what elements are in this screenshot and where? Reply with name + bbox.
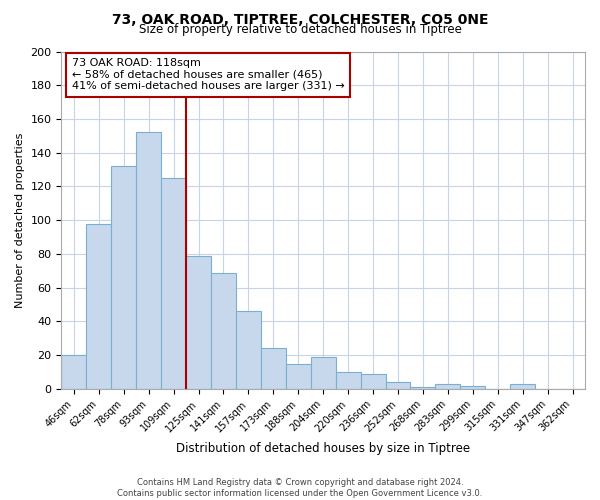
- Bar: [286, 364, 311, 389]
- Bar: [111, 166, 136, 389]
- Bar: [436, 384, 460, 389]
- Bar: [161, 178, 186, 389]
- Y-axis label: Number of detached properties: Number of detached properties: [15, 132, 25, 308]
- Text: Size of property relative to detached houses in Tiptree: Size of property relative to detached ho…: [139, 22, 461, 36]
- Bar: [410, 388, 436, 389]
- Bar: [61, 355, 86, 389]
- Text: 73, OAK ROAD, TIPTREE, COLCHESTER, CO5 0NE: 73, OAK ROAD, TIPTREE, COLCHESTER, CO5 0…: [112, 12, 488, 26]
- Bar: [261, 348, 286, 389]
- Text: Contains HM Land Registry data © Crown copyright and database right 2024.
Contai: Contains HM Land Registry data © Crown c…: [118, 478, 482, 498]
- Bar: [186, 256, 211, 389]
- Bar: [211, 272, 236, 389]
- Bar: [386, 382, 410, 389]
- Bar: [86, 224, 111, 389]
- Bar: [236, 312, 261, 389]
- Bar: [311, 357, 335, 389]
- Bar: [136, 132, 161, 389]
- X-axis label: Distribution of detached houses by size in Tiptree: Distribution of detached houses by size …: [176, 442, 470, 455]
- Bar: [335, 372, 361, 389]
- Bar: [460, 386, 485, 389]
- Text: 73 OAK ROAD: 118sqm
← 58% of detached houses are smaller (465)
41% of semi-detac: 73 OAK ROAD: 118sqm ← 58% of detached ho…: [72, 58, 344, 92]
- Bar: [510, 384, 535, 389]
- Bar: [361, 374, 386, 389]
